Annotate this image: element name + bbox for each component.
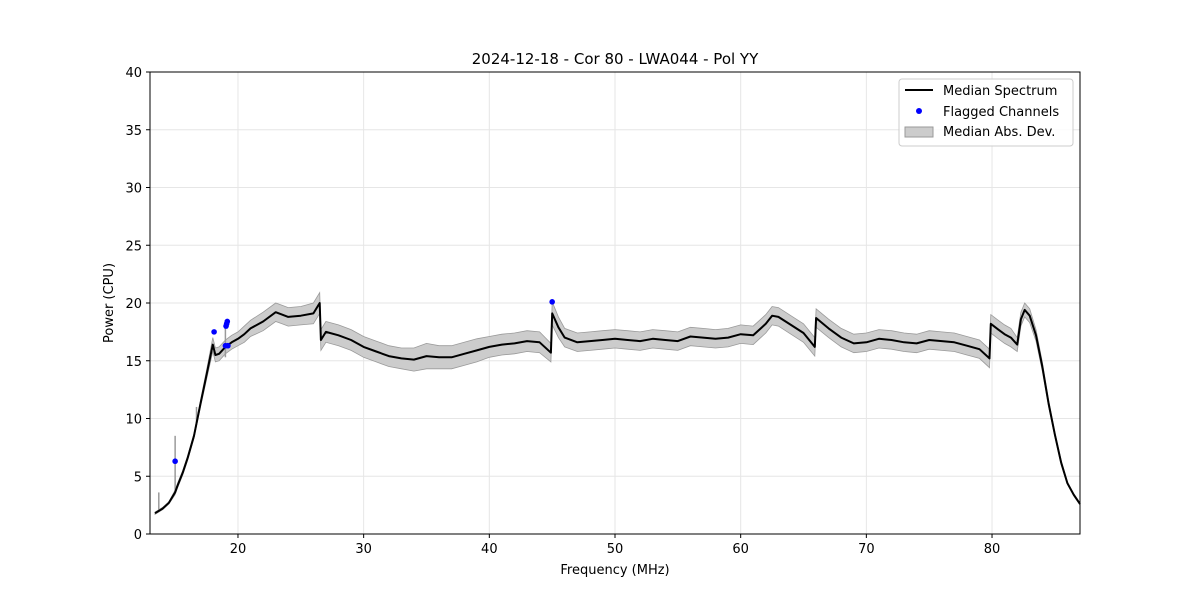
y-tick-label: 20: [125, 297, 142, 312]
x-tick-label: 80: [984, 542, 1001, 557]
flagged-channel-point: [549, 299, 555, 305]
legend: Median Spectrum Flagged Channels Median …: [898, 78, 1074, 147]
flagged-channel-point: [224, 318, 231, 325]
flagged-channel-point: [211, 329, 217, 335]
y-tick-label: 35: [125, 124, 142, 139]
y-tick-label: 25: [125, 239, 142, 254]
grid-lines: [150, 71, 1080, 535]
flagged-channel-point: [225, 342, 231, 349]
y-tick-label: 15: [125, 355, 142, 370]
y-tick-label: 10: [125, 413, 142, 428]
legend-mad-swatch: [904, 126, 934, 138]
legend-median-label: Median Spectrum: [943, 84, 1057, 99]
x-tick-label: 30: [355, 542, 372, 557]
y-axis-label: Power (CPU): [102, 263, 117, 343]
x-tick-label: 70: [858, 542, 875, 557]
legend-box: [898, 78, 1074, 147]
x-tick-label: 40: [481, 542, 498, 557]
mad-band-group: [154, 291, 1081, 516]
y-tick-label: 5: [134, 470, 142, 485]
y-tick-label: 30: [125, 182, 142, 197]
legend-flagged-label: Flagged Channels: [943, 105, 1059, 120]
flagged-points-group: [172, 299, 555, 465]
y-axis-ticks: 0 5 10 15 20 25 30 35 40: [125, 66, 150, 543]
median-spectrum-line: [154, 302, 1081, 515]
y-tick-label: 40: [125, 66, 142, 81]
x-tick-label: 20: [230, 542, 247, 557]
mad-band: [154, 291, 1081, 516]
flagged-channel-point: [172, 458, 178, 465]
x-axis-ticks: 20 30 40 50 60 70 80: [230, 534, 1001, 557]
x-axis-label: Frequency (MHz): [560, 563, 669, 578]
median-line-group: [154, 302, 1081, 515]
legend-flagged-swatch: [916, 108, 922, 114]
y-tick-label: 0: [134, 528, 142, 543]
legend-mad-label: Median Abs. Dev.: [943, 125, 1055, 140]
chart-title: 2024-12-18 - Cor 80 - LWA044 - Pol YY: [472, 50, 759, 68]
x-tick-label: 50: [607, 542, 624, 557]
x-tick-label: 60: [732, 542, 749, 557]
